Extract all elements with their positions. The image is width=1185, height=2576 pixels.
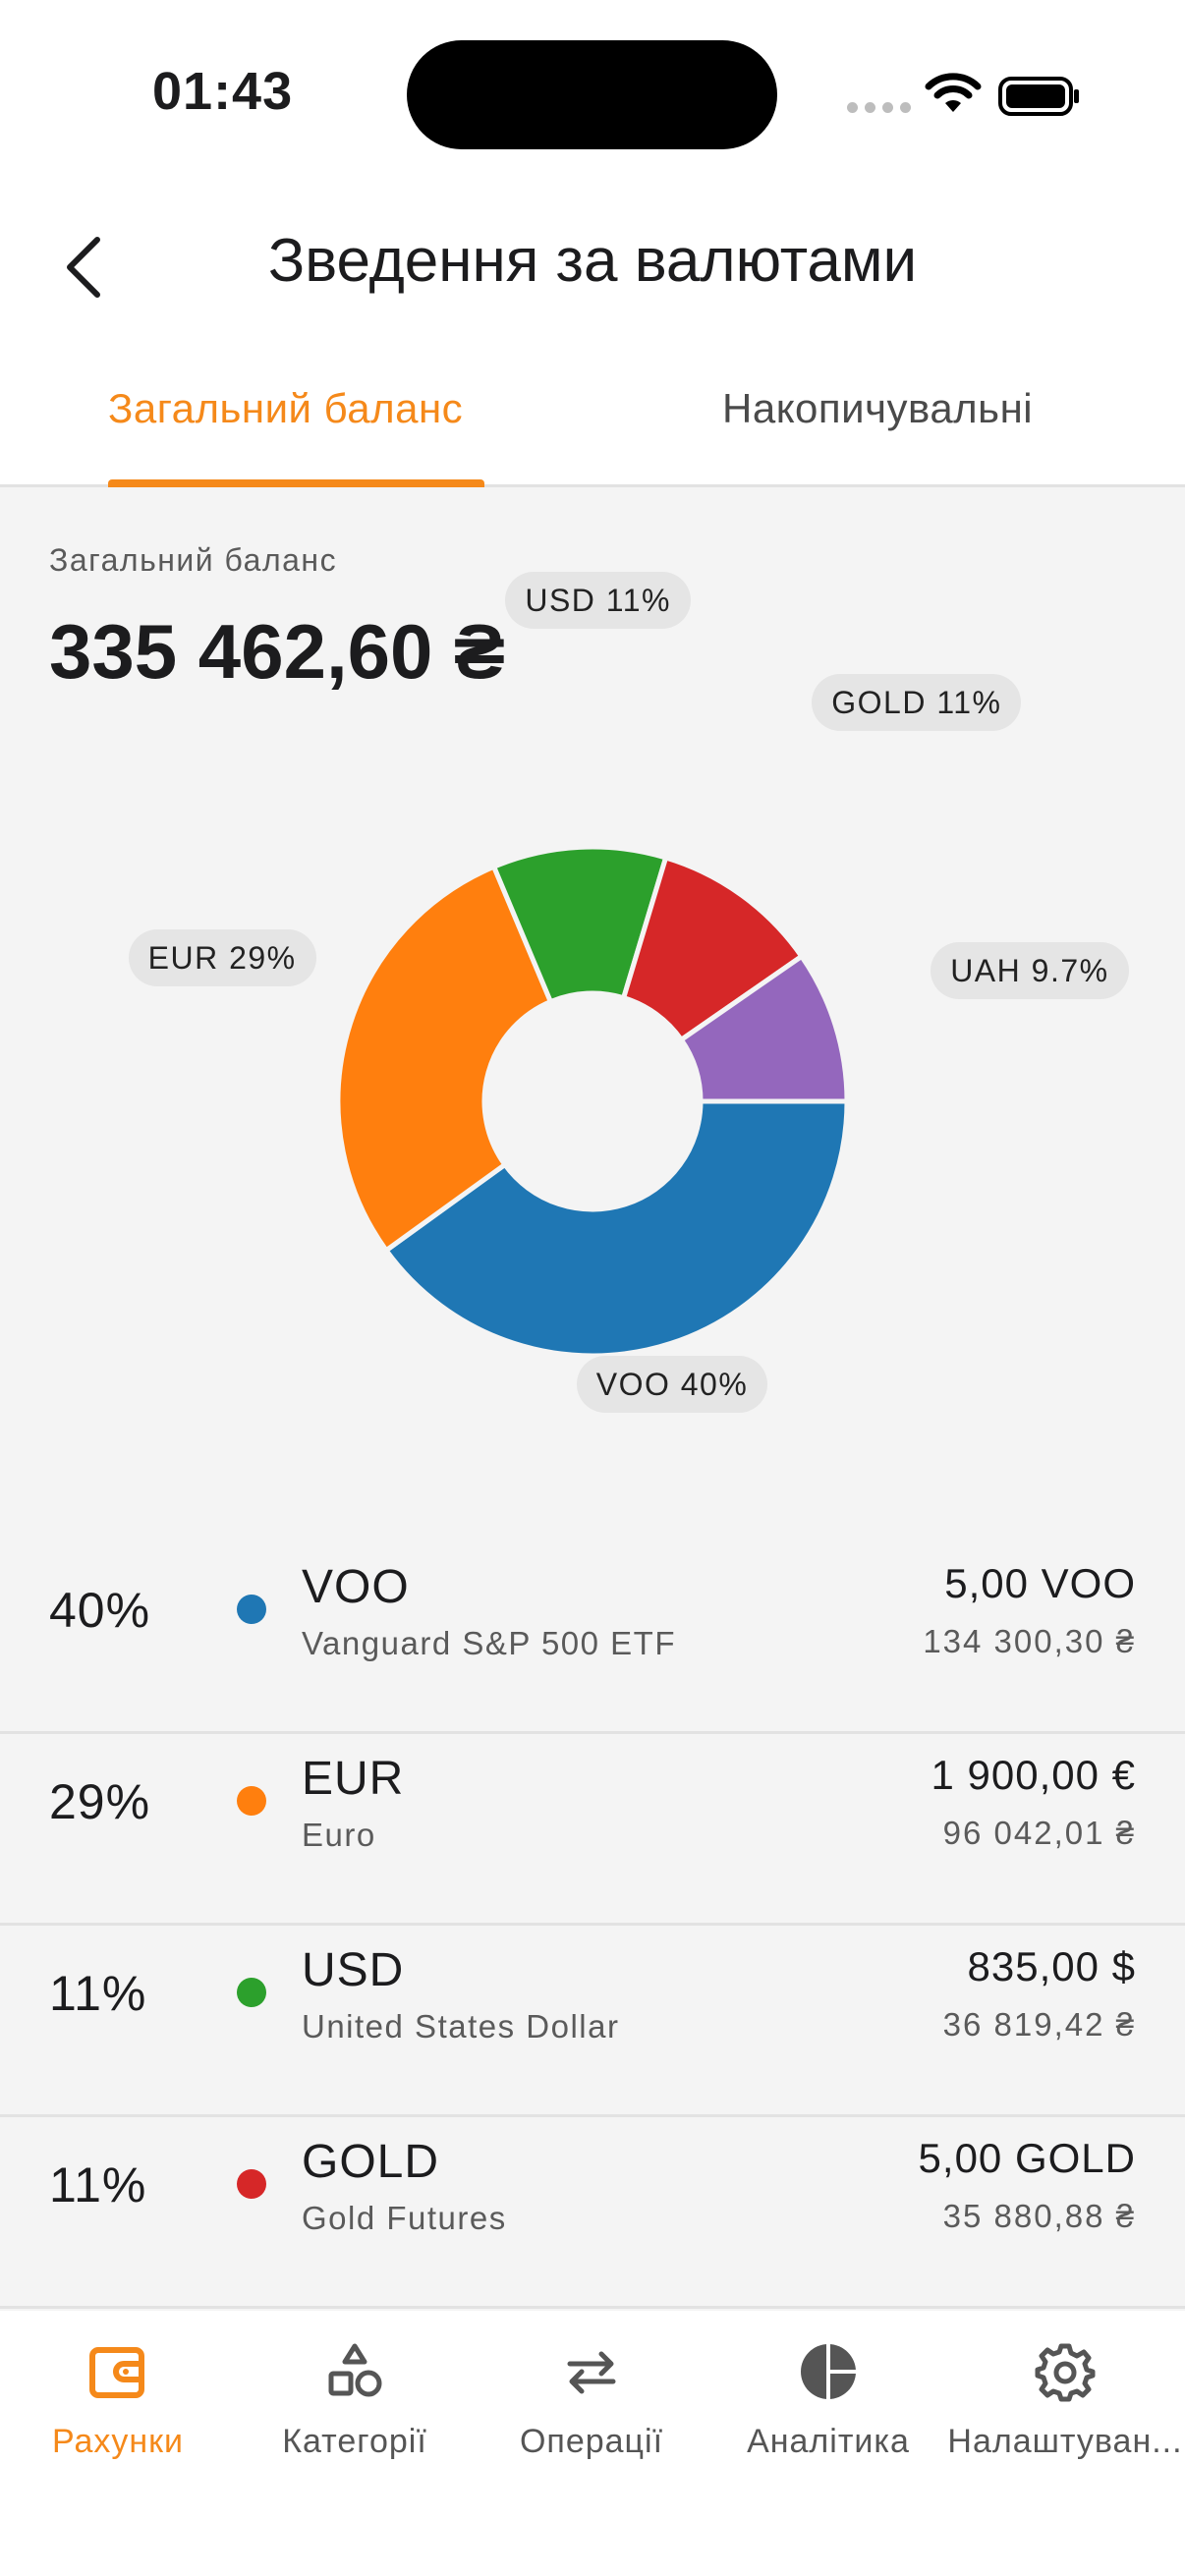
page-title: Зведення за валютами xyxy=(267,227,918,295)
bottom-navigation: Рахунки Категорії Операції Аналітика На xyxy=(0,2311,1185,2576)
back-button[interactable] xyxy=(49,228,118,307)
currency-row-eur[interactable]: 29% EUR Euro 1 900,00 € 96 042,01 ₴ xyxy=(0,1734,1185,1926)
currency-percent: 29% xyxy=(49,1774,151,1829)
currency-code: USD xyxy=(302,1944,405,1996)
nav-label: Налаштуван... xyxy=(947,2423,1183,2460)
currency-amount-uah: 36 819,42 ₴ xyxy=(942,2006,1136,2043)
currency-name: Vanguard S&P 500 ETF xyxy=(302,1625,676,1661)
chart-label-eur: EUR 29% xyxy=(128,929,316,986)
dynamic-island xyxy=(407,40,777,149)
currency-percent: 11% xyxy=(49,2157,147,2212)
active-tab-indicator xyxy=(108,479,484,487)
currency-name: Gold Futures xyxy=(302,2200,507,2236)
nav-operations[interactable]: Операції xyxy=(474,2340,709,2488)
total-balance-value: 335 462,60 ₴ xyxy=(49,608,506,695)
currency-amount: 835,00 $ xyxy=(967,1943,1136,1989)
status-bar: 01:43 xyxy=(0,0,1185,187)
chart-label-voo: VOO 40% xyxy=(576,1356,768,1414)
wifi-icon xyxy=(925,73,982,112)
nav-analytics[interactable]: Аналітика xyxy=(710,2340,946,2488)
donut-slice-uah[interactable] xyxy=(677,952,850,1104)
currency-row-usd[interactable]: 11% USD United States Dollar 835,00 $ 36… xyxy=(0,1926,1185,2117)
currency-percent: 11% xyxy=(49,1966,147,2021)
nav-label: Категорії xyxy=(282,2423,427,2460)
currency-amount: 5,00 GOLD xyxy=(918,2135,1136,2181)
chart-label-usd: USD 11% xyxy=(505,572,691,630)
tab-total-balance[interactable]: Загальний баланс xyxy=(108,385,464,431)
nav-label: Аналітика xyxy=(747,2423,910,2460)
tab-savings[interactable]: Накопичувальні xyxy=(722,385,1034,431)
currency-amount-uah: 134 300,30 ₴ xyxy=(923,1623,1136,1659)
status-time: 01:43 xyxy=(152,62,294,121)
currency-amount-uah: 96 042,01 ₴ xyxy=(942,1815,1136,1851)
nav-settings[interactable]: Налаштуван... xyxy=(947,2340,1183,2488)
currency-name: Euro xyxy=(302,1817,376,1853)
currency-color-dot xyxy=(237,1978,266,2007)
donut-slice-usd[interactable] xyxy=(490,844,669,1005)
currency-list: 40% VOO Vanguard S&P 500 ETF 5,00 VOO 13… xyxy=(0,1542,1185,2309)
nav-accounts[interactable]: Рахунки xyxy=(0,2340,236,2488)
donut-chart-svg xyxy=(335,844,850,1359)
shapes-icon xyxy=(328,2343,382,2397)
currency-code: GOLD xyxy=(302,2136,440,2188)
chart-label-uah: UAH 9.7% xyxy=(931,941,1129,999)
chevron-left-icon xyxy=(67,237,100,298)
tab-bar: Загальний баланс Накопичувальні xyxy=(0,344,1185,487)
currency-color-dot xyxy=(237,1786,266,1816)
currency-color-dot xyxy=(237,1595,266,1624)
currency-name: United States Dollar xyxy=(302,2008,620,2044)
cellular-signal-icon xyxy=(847,102,911,113)
currency-color-dot xyxy=(237,2169,266,2199)
pie-chart-icon xyxy=(801,2344,856,2399)
currency-code: VOO xyxy=(302,1561,410,1613)
currency-row-gold[interactable]: 11% GOLD Gold Futures 5,00 GOLD 35 880,8… xyxy=(0,2117,1185,2309)
currency-percent: 40% xyxy=(49,1583,151,1638)
app-header: Зведення за валютами xyxy=(0,187,1185,344)
donut-slice-voo[interactable] xyxy=(382,1098,850,1359)
currency-amount: 1 900,00 € xyxy=(931,1752,1136,1798)
currency-amount-uah: 35 880,88 ₴ xyxy=(942,2198,1136,2234)
currency-donut-chart: VOO 40% EUR 29% USD 11% GOLD 11% UAH 9.7% xyxy=(0,572,1185,1434)
gear-icon xyxy=(1035,2343,1096,2402)
nav-label: Рахунки xyxy=(51,2423,185,2460)
total-balance-label: Загальний баланс xyxy=(49,542,338,578)
currency-code: EUR xyxy=(302,1753,405,1805)
chart-label-gold: GOLD 11% xyxy=(812,674,1022,732)
transfer-arrows-icon xyxy=(567,2351,616,2394)
currency-amount: 5,00 VOO xyxy=(944,1560,1136,1606)
nav-categories[interactable]: Категорії xyxy=(237,2340,473,2488)
donut-slice-eur[interactable] xyxy=(335,863,554,1255)
nav-label: Операції xyxy=(519,2423,664,2460)
currency-row-voo[interactable]: 40% VOO Vanguard S&P 500 ETF 5,00 VOO 13… xyxy=(0,1542,1185,1734)
battery-icon xyxy=(998,77,1079,116)
wallet-icon xyxy=(89,2347,144,2398)
